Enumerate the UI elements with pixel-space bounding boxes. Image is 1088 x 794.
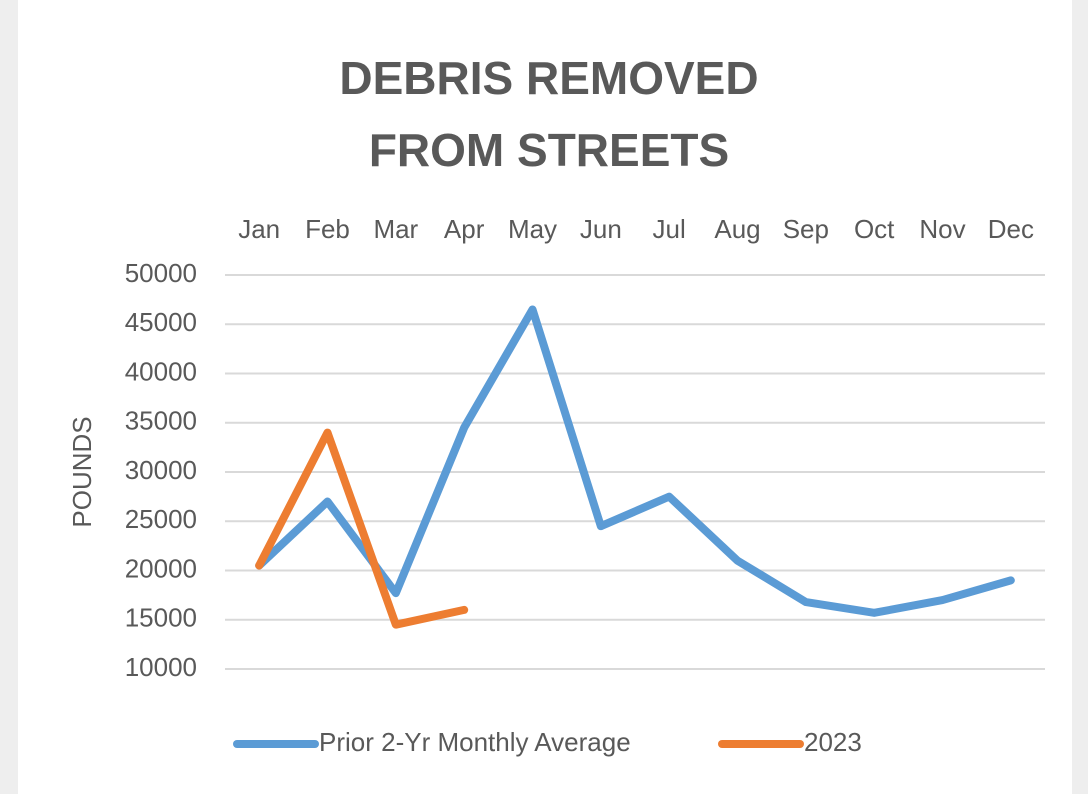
x-tick-label: Oct — [854, 214, 895, 244]
x-tick-label: Aug — [714, 214, 760, 244]
legend-label: 2023 — [804, 727, 862, 757]
chart-card — [18, 0, 1072, 794]
x-tick-label: Jul — [653, 214, 686, 244]
x-tick-label: Jan — [238, 214, 280, 244]
y-tick-label: 35000 — [125, 406, 197, 436]
y-tick-label: 25000 — [125, 504, 197, 534]
y-tick-label: 20000 — [125, 553, 197, 583]
y-tick-label: 40000 — [125, 356, 197, 386]
x-tick-label: Dec — [988, 214, 1034, 244]
x-tick-label: Mar — [373, 214, 418, 244]
series-line — [255, 428, 469, 629]
y-tick-label: 10000 — [125, 652, 197, 682]
y-tick-label: 50000 — [125, 258, 197, 288]
y-tick-label: 15000 — [125, 603, 197, 633]
legend-label: Prior 2-Yr Monthly Average — [319, 727, 631, 757]
x-tick-label: Feb — [305, 214, 350, 244]
x-tick-label: Nov — [919, 214, 965, 244]
y-tick-label: 45000 — [125, 307, 197, 337]
x-tick-label: Sep — [783, 214, 829, 244]
y-axis-label: POUNDS — [67, 416, 97, 527]
x-tick-label: May — [508, 214, 557, 244]
y-tick-label: 30000 — [125, 455, 197, 485]
x-tick-label: Jun — [580, 214, 622, 244]
chart-title: DEBRIS REMOVED FROM STREETS — [339, 52, 759, 176]
series-line — [255, 305, 1015, 617]
x-tick-label: Apr — [444, 214, 485, 244]
